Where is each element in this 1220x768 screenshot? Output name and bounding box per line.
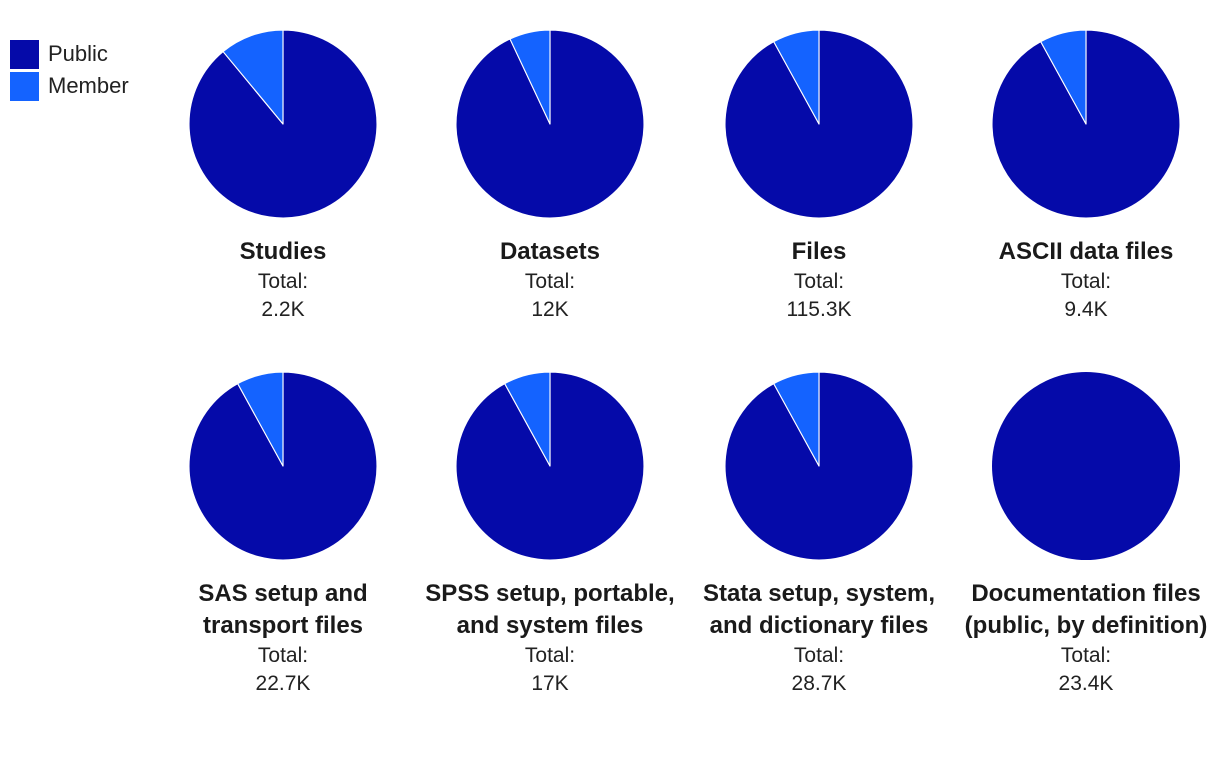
pie-chart xyxy=(188,371,378,561)
pie-slice-member[interactable] xyxy=(773,371,820,467)
chart-ascii-data-files: ASCII data files Total: 9.4K xyxy=(952,29,1220,324)
chart-title: SAS setup and transport files xyxy=(198,580,368,639)
legend-swatch-public xyxy=(10,39,39,69)
legend-label-member: Member xyxy=(48,73,129,98)
pie-slice-member[interactable] xyxy=(509,29,551,125)
total-value: 9.4K xyxy=(1064,298,1108,321)
chart-studies: Studies Total: 2.2K xyxy=(149,29,417,324)
legend-item-member[interactable]: Member xyxy=(10,70,129,102)
pie-slice-member[interactable] xyxy=(237,371,284,467)
pie-slice-public[interactable] xyxy=(992,372,1180,560)
pie-slice-member[interactable] xyxy=(773,29,820,125)
total-value: 22.7K xyxy=(255,672,311,695)
pie-chart xyxy=(455,371,645,561)
total-value: 17K xyxy=(531,672,569,695)
total-value: 12K xyxy=(531,298,569,321)
chart-stata-files: Stata setup, system, and dictionary file… xyxy=(685,371,953,698)
total-label: Total: xyxy=(1060,644,1112,667)
chart-title: SPSS setup, portable, and system files xyxy=(425,580,675,639)
total-label: Total: xyxy=(257,270,309,293)
chart-title: Datasets xyxy=(499,238,601,265)
pie-chart xyxy=(724,29,914,219)
pie-chart xyxy=(992,372,1180,560)
chart-files: Files Total: 115.3K xyxy=(685,29,953,324)
total-label: Total: xyxy=(793,270,845,293)
chart-spss-files: SPSS setup, portable, and system files T… xyxy=(416,371,684,698)
pie-chart xyxy=(455,29,645,219)
total-label: Total: xyxy=(793,644,845,667)
total-label: Total: xyxy=(1060,270,1112,293)
total-value: 28.7K xyxy=(791,672,847,695)
pie-slice-member[interactable] xyxy=(1040,29,1087,125)
pie-chart xyxy=(188,29,378,219)
total-label: Total: xyxy=(524,644,576,667)
pie-chart xyxy=(991,29,1181,219)
pie-slice-member[interactable] xyxy=(504,371,551,467)
pie-slice-member[interactable] xyxy=(222,29,284,125)
chart-title: Documentation files (public, by definiti… xyxy=(964,580,1208,639)
chart-title: ASCII data files xyxy=(998,238,1174,265)
total-label: Total: xyxy=(524,270,576,293)
total-value: 23.4K xyxy=(1058,672,1114,695)
total-label: Total: xyxy=(257,644,309,667)
chart-title: Studies xyxy=(239,238,327,265)
chart-sas-files: SAS setup and transport files Total: 22.… xyxy=(149,371,417,698)
chart-title: Stata setup, system, and dictionary file… xyxy=(702,580,936,639)
legend-label-public: Public xyxy=(48,41,108,66)
pie-chart xyxy=(724,371,914,561)
chart-datasets: Datasets Total: 12K xyxy=(416,29,684,324)
legend-item-public[interactable]: Public xyxy=(10,38,129,70)
legend-swatch-member xyxy=(10,71,39,101)
pie-slice-public[interactable] xyxy=(455,29,645,219)
total-value: 2.2K xyxy=(261,298,305,321)
chart-title: Files xyxy=(791,238,847,265)
chart-documentation-files: Documentation files (public, by definiti… xyxy=(952,372,1220,698)
legend: Public Member xyxy=(10,38,129,102)
total-value: 115.3K xyxy=(786,298,852,321)
